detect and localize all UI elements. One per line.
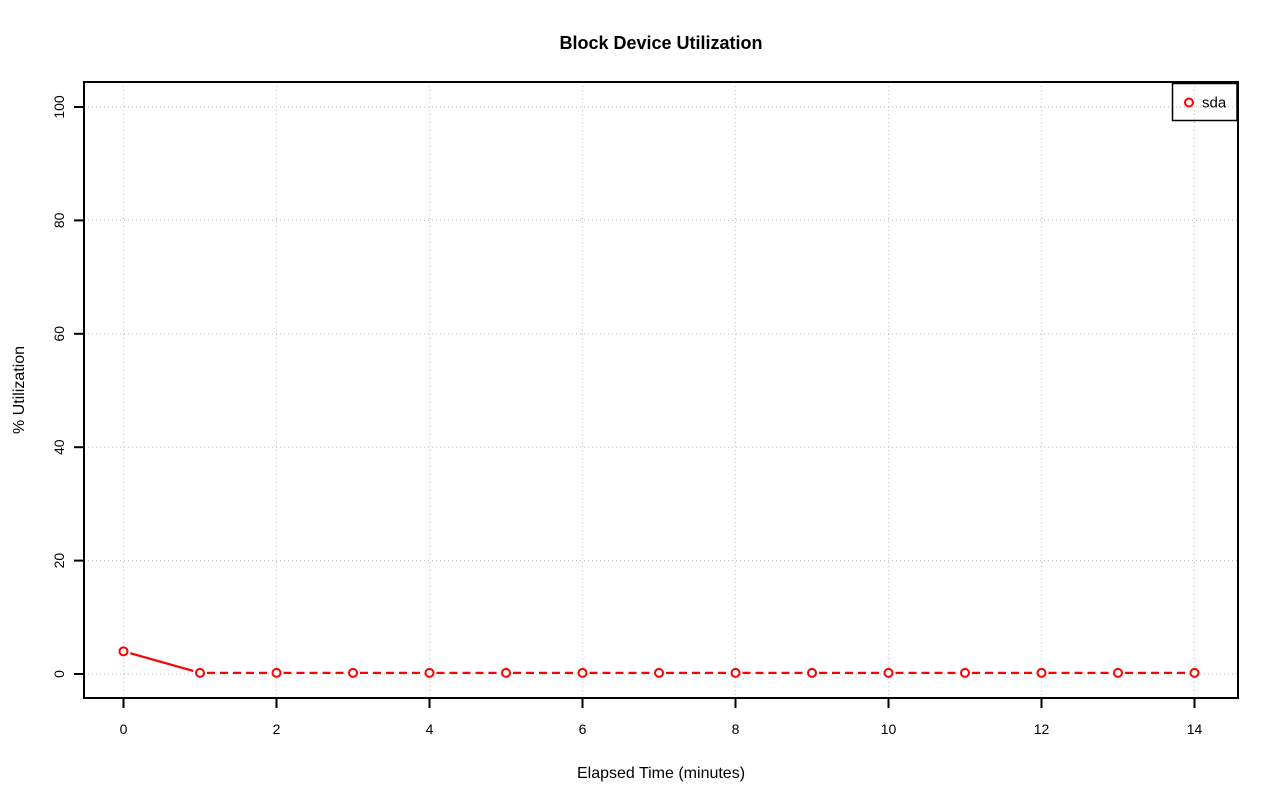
y-tick-label: 80 bbox=[51, 212, 67, 228]
data-point-marker bbox=[960, 667, 970, 678]
y-tick-label: 100 bbox=[51, 95, 67, 119]
grid-layer bbox=[84, 82, 1238, 698]
chart-title: Block Device Utilization bbox=[559, 33, 762, 53]
x-tick-label: 6 bbox=[579, 721, 587, 737]
legend-series-label: sda bbox=[1202, 95, 1227, 112]
data-point-marker bbox=[195, 667, 205, 678]
x-tick-label: 2 bbox=[273, 721, 281, 737]
data-point-marker bbox=[424, 667, 435, 678]
data-point-marker bbox=[577, 667, 588, 678]
x-tick-label: 4 bbox=[426, 721, 434, 737]
data-point-marker bbox=[1189, 667, 1200, 678]
legend-marker-icon bbox=[1184, 97, 1194, 108]
x-tick-label: 12 bbox=[1034, 721, 1050, 737]
x-tick-label: 0 bbox=[120, 721, 128, 737]
legend: sda bbox=[1171, 82, 1238, 122]
data-point-marker bbox=[654, 667, 664, 678]
data-point-marker bbox=[271, 667, 282, 678]
tick-layer: 0 2 4 6 8 10 12 14 0 20 40 60 80 100 bbox=[51, 95, 1202, 737]
x-tick-label: 14 bbox=[1187, 721, 1203, 737]
plot-border bbox=[83, 81, 1239, 699]
data-point-marker bbox=[348, 667, 358, 678]
y-tick-label: 20 bbox=[51, 553, 67, 569]
y-axis-label: % Utilization bbox=[11, 346, 28, 434]
y-tick-label: 60 bbox=[51, 326, 67, 342]
data-point-marker bbox=[883, 667, 894, 678]
x-axis-label: Elapsed Time (minutes) bbox=[577, 765, 745, 782]
data-point-marker bbox=[501, 667, 511, 678]
series-line-segment bbox=[129, 652, 194, 673]
x-tick-label: 8 bbox=[732, 721, 740, 737]
data-point-marker bbox=[730, 667, 741, 678]
data-point-marker bbox=[807, 667, 817, 678]
y-tick-label: 40 bbox=[51, 439, 67, 455]
series-layer bbox=[118, 646, 1200, 678]
legend-box bbox=[1171, 82, 1238, 122]
data-point-marker bbox=[1036, 667, 1047, 678]
data-point-marker bbox=[1113, 667, 1123, 678]
x-tick-label: 10 bbox=[881, 721, 897, 737]
data-point-marker bbox=[118, 646, 129, 657]
y-tick-label: 0 bbox=[51, 670, 67, 678]
